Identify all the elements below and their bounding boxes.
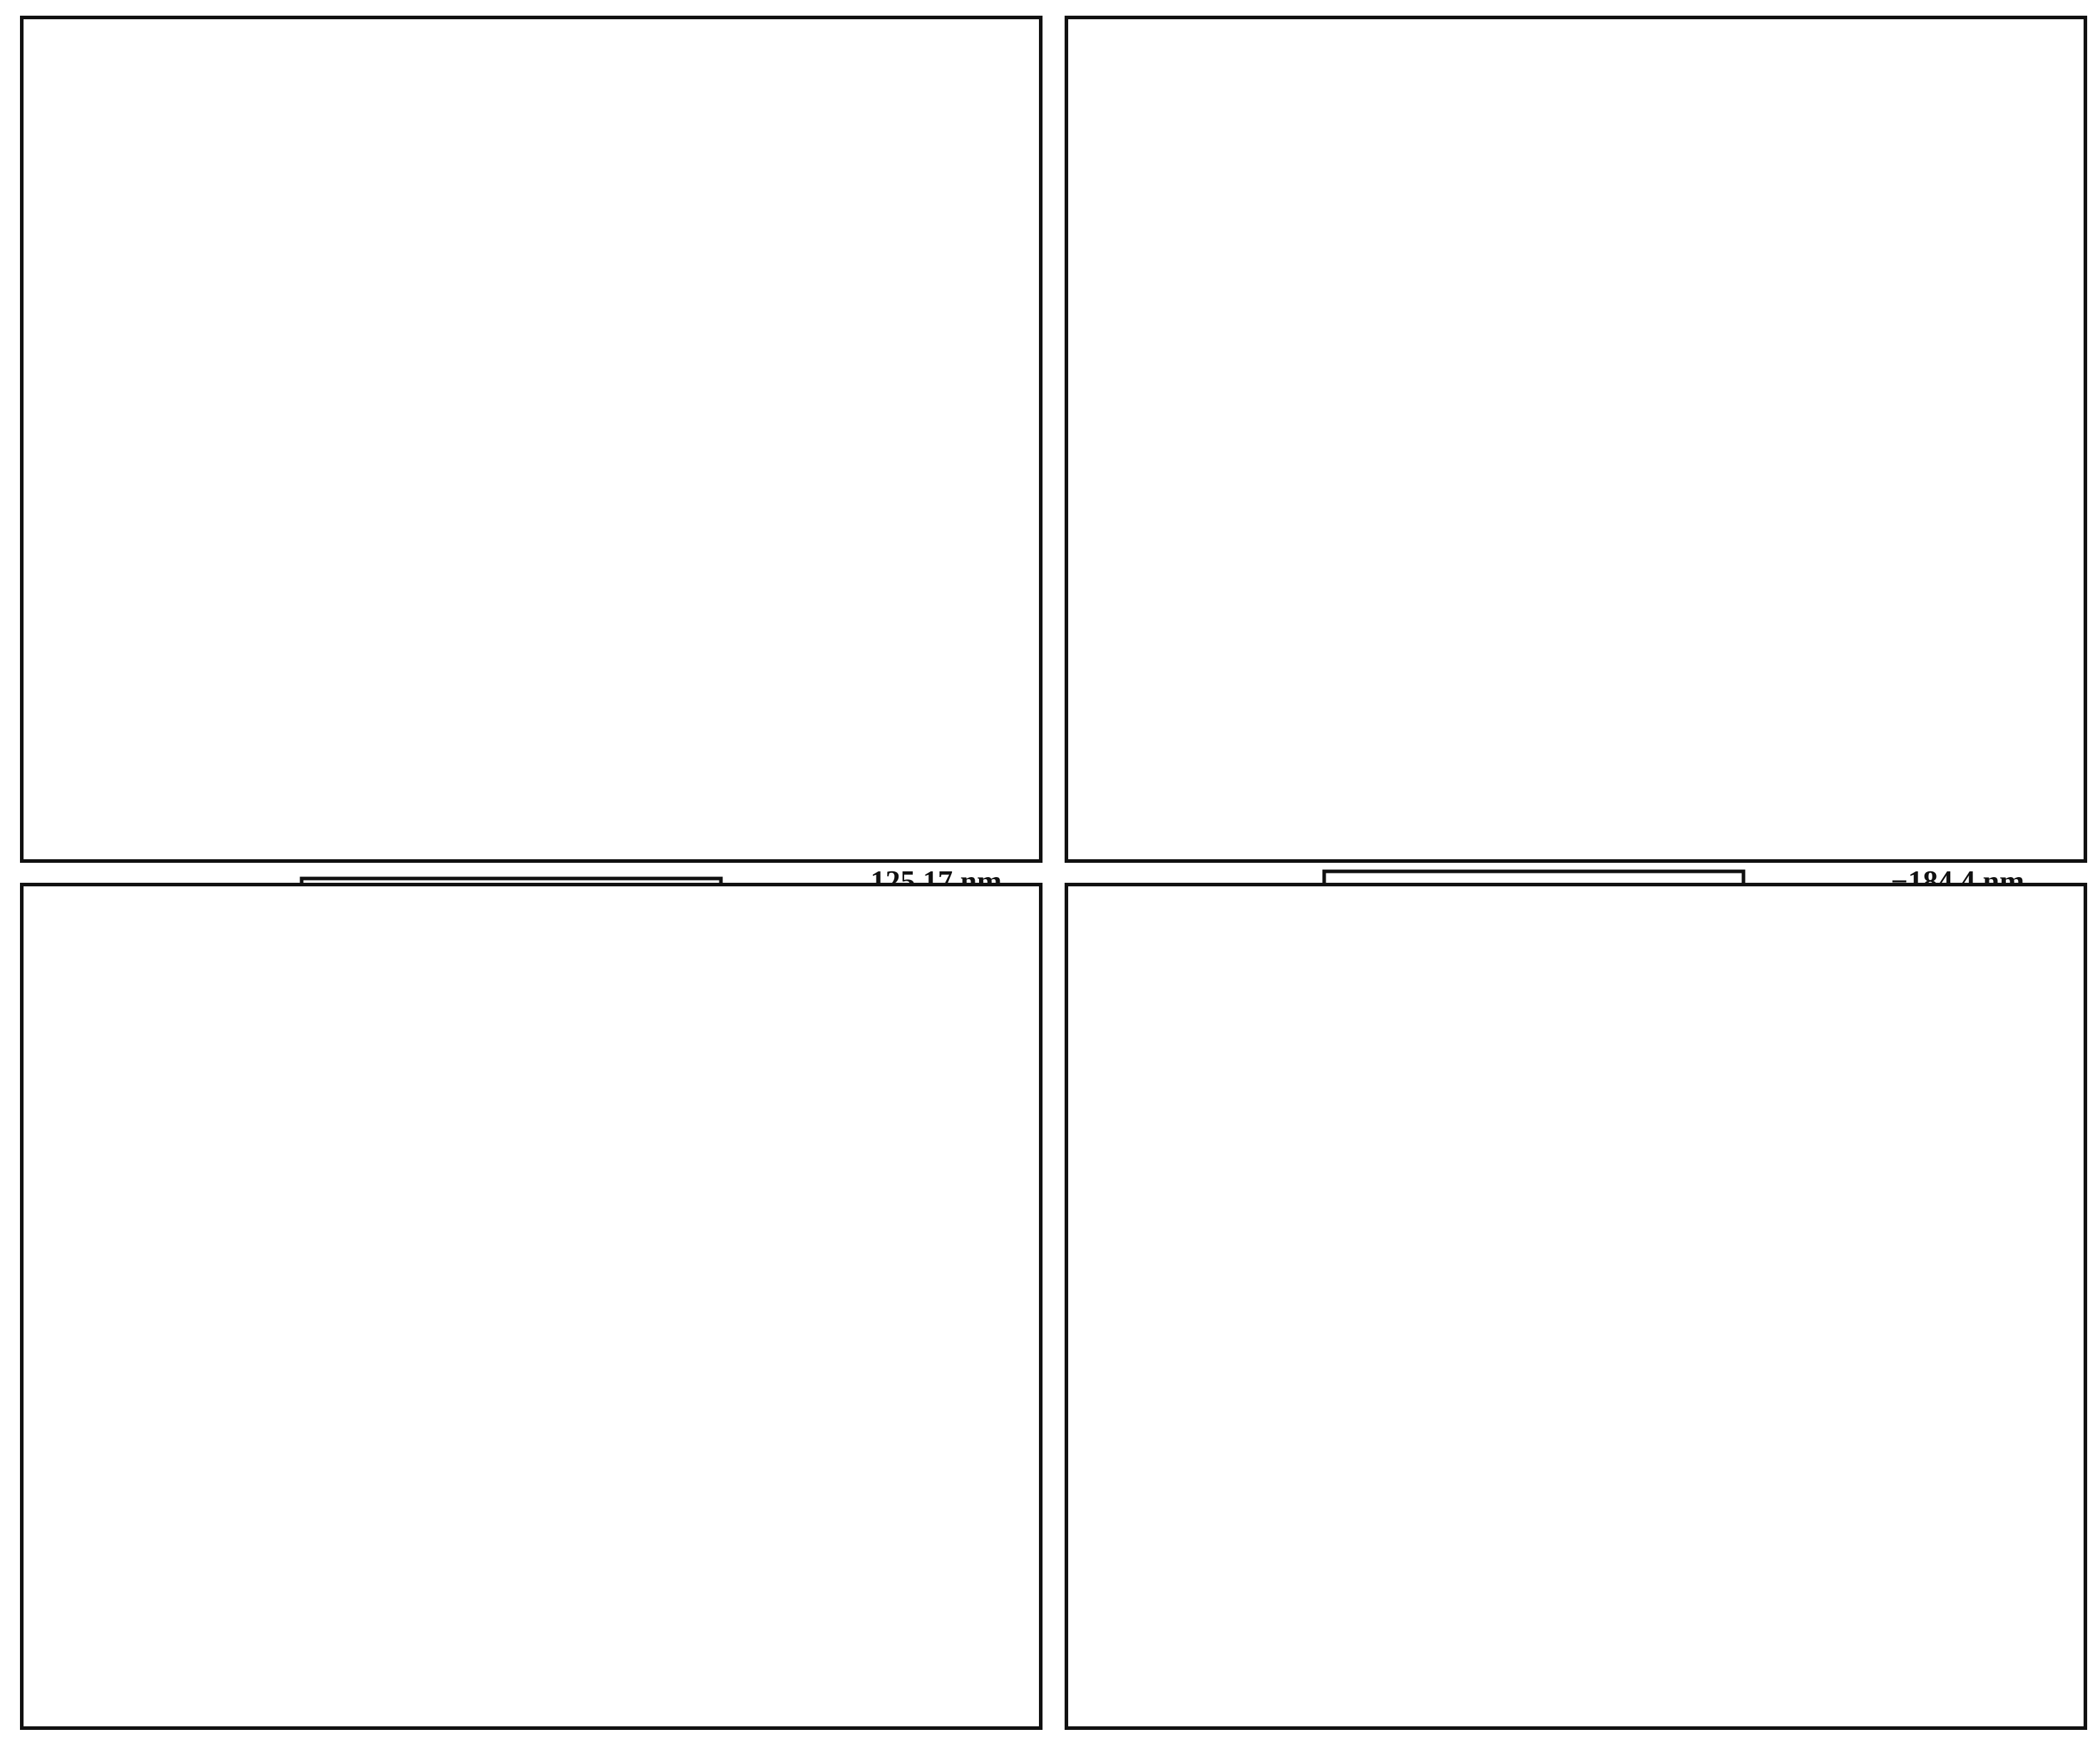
panel-c — [20, 883, 1043, 1730]
panel-b — [1065, 16, 2087, 863]
panel-a — [20, 16, 1043, 863]
panel-d — [1065, 883, 2087, 1730]
